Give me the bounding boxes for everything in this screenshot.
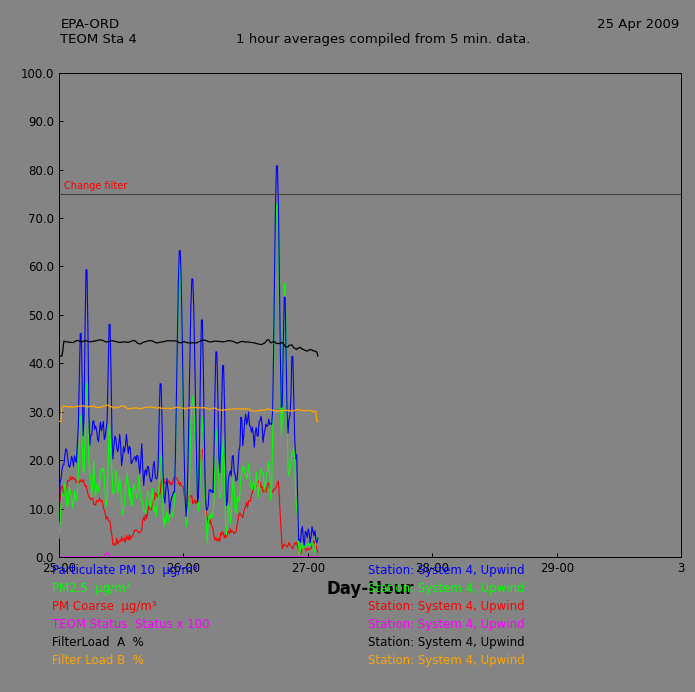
Text: TEOM Status  Status x 100: TEOM Status Status x 100 [52, 619, 210, 631]
Text: TEOM Sta 4: TEOM Sta 4 [60, 33, 138, 46]
X-axis label: Day-Hour: Day-Hour [327, 581, 414, 599]
Text: Particulate PM 10  μg/m³: Particulate PM 10 μg/m³ [52, 565, 198, 577]
Text: 25 Apr 2009: 25 Apr 2009 [598, 18, 680, 31]
Text: PM2.5  μg/m³: PM2.5 μg/m³ [52, 583, 131, 595]
Text: EPA-ORD: EPA-ORD [60, 18, 120, 31]
Text: Station: System 4, Upwind: Station: System 4, Upwind [368, 565, 525, 577]
Text: FilterLoad  A  %: FilterLoad A % [52, 637, 144, 649]
Text: Station: System 4, Upwind: Station: System 4, Upwind [368, 601, 525, 613]
Text: 1 hour averages compiled from 5 min. data.: 1 hour averages compiled from 5 min. dat… [236, 33, 531, 46]
Text: Station: System 4, Upwind: Station: System 4, Upwind [368, 655, 525, 667]
Text: Change filter: Change filter [64, 181, 127, 191]
Text: Station: System 4, Upwind: Station: System 4, Upwind [368, 619, 525, 631]
Text: PM Coarse  μg/m³: PM Coarse μg/m³ [52, 601, 157, 613]
Text: Station: System 4, Upwind: Station: System 4, Upwind [368, 583, 525, 595]
Text: Filter Load B  %: Filter Load B % [52, 655, 144, 667]
Text: Station: System 4, Upwind: Station: System 4, Upwind [368, 637, 525, 649]
